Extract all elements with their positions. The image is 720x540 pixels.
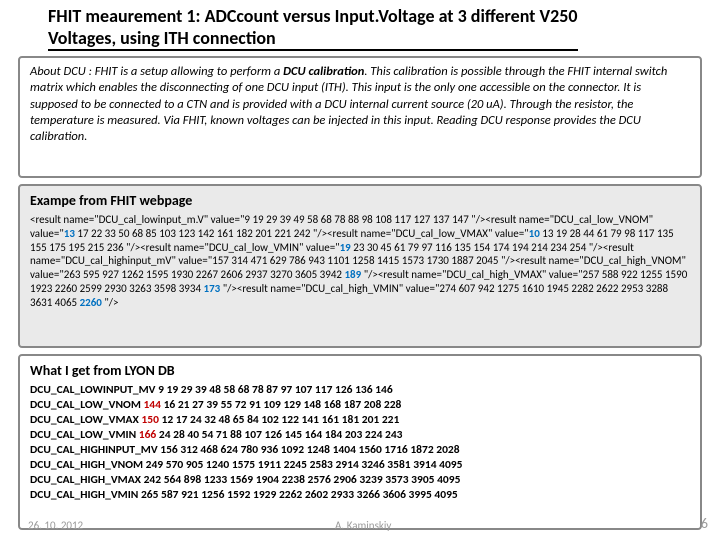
footer-author: A. Kaminskiy xyxy=(335,519,391,532)
footer-page: 6 xyxy=(701,515,708,532)
lyon-lines: DCU_CAL_LOWINPUT_MV 9 19 29 39 48 58 68 … xyxy=(30,383,690,503)
lyon-row: DCU_CAL_LOWINPUT_MV 9 19 29 39 48 58 68 … xyxy=(30,383,690,398)
about-prefix: About DCU : FHIT is a setup allowing to … xyxy=(30,64,283,79)
example-box: Exampe from FHIT webpage <result name="D… xyxy=(18,184,702,348)
about-bold: DCU calibration xyxy=(283,64,364,79)
example-heading: Exampe from FHIT webpage xyxy=(30,192,690,209)
lyon-heading: What I get from LYON DB xyxy=(30,362,690,379)
lyon-row: DCU_CAL_LOW_VMAX 150 12 17 24 32 48 65 8… xyxy=(30,413,690,428)
about-text: About DCU : FHIT is a setup allowing to … xyxy=(30,64,690,145)
lyon-row: DCU_CAL_HIGH_VMIN 265 587 921 1256 1592 … xyxy=(30,488,690,503)
lyon-row: DCU_CAL_LOW_VMIN 166 24 28 40 54 71 88 1… xyxy=(30,428,690,443)
title-line-1: FHIT meaurement 1: ADCcount versus Input… xyxy=(48,5,578,27)
example-code: <result name="DCU_cal_lowinput_m.V" valu… xyxy=(30,213,690,309)
page-title: FHIT meaurement 1: ADCcount versus Input… xyxy=(48,6,672,51)
lyon-row: DCU_CAL_HIGHINPUT_MV 156 312 468 624 780… xyxy=(30,443,690,458)
footer-date: 26. 10. 2012 xyxy=(28,519,83,532)
about-box: About DCU : FHIT is a setup allowing to … xyxy=(18,56,702,178)
lyon-box: What I get from LYON DB DCU_CAL_LOWINPUT… xyxy=(18,354,702,530)
title-line-2: Voltages, using ITH connection xyxy=(48,27,276,49)
lyon-row: DCU_CAL_HIGH_VMAX 242 564 898 1233 1569 … xyxy=(30,473,690,488)
lyon-row: DCU_CAL_HIGH_VNOM 249 570 905 1240 1575 … xyxy=(30,458,690,473)
lyon-row: DCU_CAL_LOW_VNOM 144 16 21 27 39 55 72 9… xyxy=(30,398,690,413)
